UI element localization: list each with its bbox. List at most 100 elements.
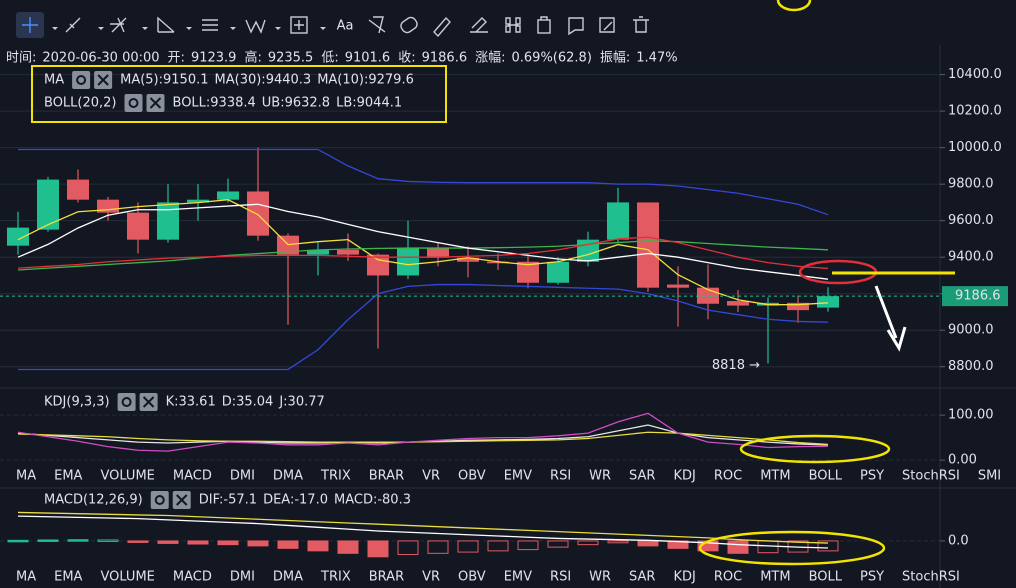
candle-body	[397, 247, 419, 276]
trend-line-tool[interactable]	[65, 17, 81, 33]
indicator-tab[interactable]: SAR	[629, 570, 655, 585]
indicator-tab[interactable]: MACD	[173, 570, 212, 585]
indicator-tab[interactable]: StochRSI	[902, 469, 960, 484]
indicator-tab[interactable]: WR	[589, 469, 611, 484]
indicator-tab[interactable]: DMA	[273, 570, 303, 585]
macd-bar	[487, 540, 509, 552]
settings-icon	[128, 98, 139, 108]
legend-title: BOLL(20,2)	[44, 96, 117, 111]
font-button[interactable]: Aa	[337, 19, 354, 34]
candle-body	[37, 179, 59, 230]
y-tick-label: 9600.0	[948, 213, 994, 228]
wave-tool[interactable]	[245, 19, 266, 34]
measure-cross	[294, 20, 304, 30]
legend-entry: BOLL:9338.4	[173, 96, 256, 111]
indicator-tab[interactable]: MA	[16, 469, 36, 484]
multi-line-tool[interactable]	[110, 17, 127, 33]
indicator-tab[interactable]: EMV	[504, 570, 532, 585]
candle-body	[667, 284, 689, 288]
indicator-tab[interactable]: DMA	[273, 469, 303, 484]
legend-entry: D:35.04	[222, 395, 274, 410]
indicator-line	[17, 199, 829, 306]
indicator-tab[interactable]: VR	[422, 469, 440, 484]
indicator-tab[interactable]: DMI	[230, 570, 255, 585]
indicator-tab[interactable]: EMA	[54, 469, 82, 484]
pattern-tool[interactable]	[368, 16, 386, 34]
settings-button[interactable]	[124, 94, 143, 112]
indicator-tab[interactable]: MTM	[760, 469, 790, 484]
indicator-tab[interactable]: EMA	[54, 570, 82, 585]
macd-bar	[7, 539, 29, 543]
indicator-tab[interactable]: TRIX	[320, 570, 351, 585]
indicator-tab[interactable]: OBV	[458, 469, 486, 484]
indicator-tab[interactable]: RSI	[550, 469, 571, 484]
macd-bar	[97, 539, 119, 542]
indicator-tab[interactable]: WR	[589, 570, 611, 585]
indicator-tab[interactable]: OBV	[458, 570, 486, 585]
indicator-line	[17, 203, 829, 280]
macd-bar	[157, 540, 179, 544]
indicator-tab[interactable]: StochRSI	[902, 570, 960, 585]
note-tool[interactable]	[568, 17, 584, 36]
indicator-tab[interactable]: VR	[422, 570, 440, 585]
lock-tool[interactable]	[537, 19, 551, 34]
candle-body	[637, 202, 659, 288]
indicator-tab[interactable]: BOLL	[809, 469, 843, 484]
brush-tool[interactable]	[399, 15, 419, 34]
indicator-tab[interactable]: ROC	[714, 570, 742, 585]
y-tick-label: 8800.0	[948, 359, 994, 374]
settings-icon	[121, 397, 132, 407]
macd-bar	[427, 540, 449, 554]
indicator-tab[interactable]: EMV	[504, 469, 532, 484]
info-key: 时间:	[6, 51, 36, 66]
indicator-line	[17, 412, 829, 452]
info-value: 9235.5	[268, 51, 314, 66]
indicator-tab[interactable]: TRIX	[320, 469, 351, 484]
info-key: 低:	[321, 51, 338, 66]
indicator-tab[interactable]: MACD	[173, 469, 212, 484]
candle-body	[7, 227, 29, 246]
parallel-tool[interactable]	[202, 19, 218, 31]
eraser-tool[interactable]	[470, 17, 488, 33]
settings-button[interactable]	[72, 71, 91, 89]
y-tick-label: 10400.0	[948, 67, 1002, 82]
indicator-tab[interactable]: MA	[16, 570, 36, 585]
indicator-tab[interactable]: RSI	[550, 570, 571, 585]
legend-entry: DEA:-17.0	[263, 493, 328, 508]
indicator-line	[17, 240, 829, 271]
indicator-tab[interactable]: ROC	[714, 469, 742, 484]
indicator-tab[interactable]: BOLL	[809, 570, 843, 585]
pencil-tool[interactable]	[433, 16, 451, 38]
indicator-tab[interactable]: PSY	[860, 469, 884, 484]
macd-bar	[457, 540, 479, 553]
y-tick-label: 9000.0	[948, 323, 994, 338]
angle-tool[interactable]	[157, 16, 175, 33]
settings-button[interactable]	[117, 393, 136, 411]
candle-body	[427, 247, 449, 258]
candle-body	[727, 301, 749, 306]
indicator-tab[interactable]: SAR	[629, 469, 655, 484]
indicator-tab[interactable]: VOLUME	[100, 570, 154, 585]
indicator-tab[interactable]: BRAR	[369, 469, 404, 484]
indicator-tab[interactable]: KDJ	[673, 570, 695, 585]
y-tick-label: 9800.0	[948, 177, 994, 192]
candle-body	[817, 296, 839, 308]
measure-tool[interactable]	[290, 16, 308, 34]
candle-body	[607, 202, 629, 240]
link-tool[interactable]	[505, 17, 521, 33]
indicator-tab[interactable]: PSY	[860, 570, 884, 585]
candle-body	[157, 202, 179, 240]
annotation-ellipse	[698, 530, 886, 566]
indicator-tab[interactable]: SMI	[978, 469, 1001, 484]
macd-bar	[607, 540, 629, 544]
indicator-tab[interactable]: MTM	[760, 570, 790, 585]
candle-body	[307, 249, 329, 255]
indicator-tab[interactable]: KDJ	[673, 469, 695, 484]
indicator-tab[interactable]: BRAR	[369, 570, 404, 585]
settings-button[interactable]	[150, 491, 169, 509]
edit-tool[interactable]	[599, 17, 615, 33]
indicator-tab[interactable]: DMI	[230, 469, 255, 484]
plot: 时间: 2020-06-30 00:00 开: 9123.9 高: 9235.5 低: 910…	[0, 50, 1008, 585]
delete-tool[interactable]	[633, 16, 649, 33]
indicator-tab[interactable]: VOLUME	[100, 469, 154, 484]
